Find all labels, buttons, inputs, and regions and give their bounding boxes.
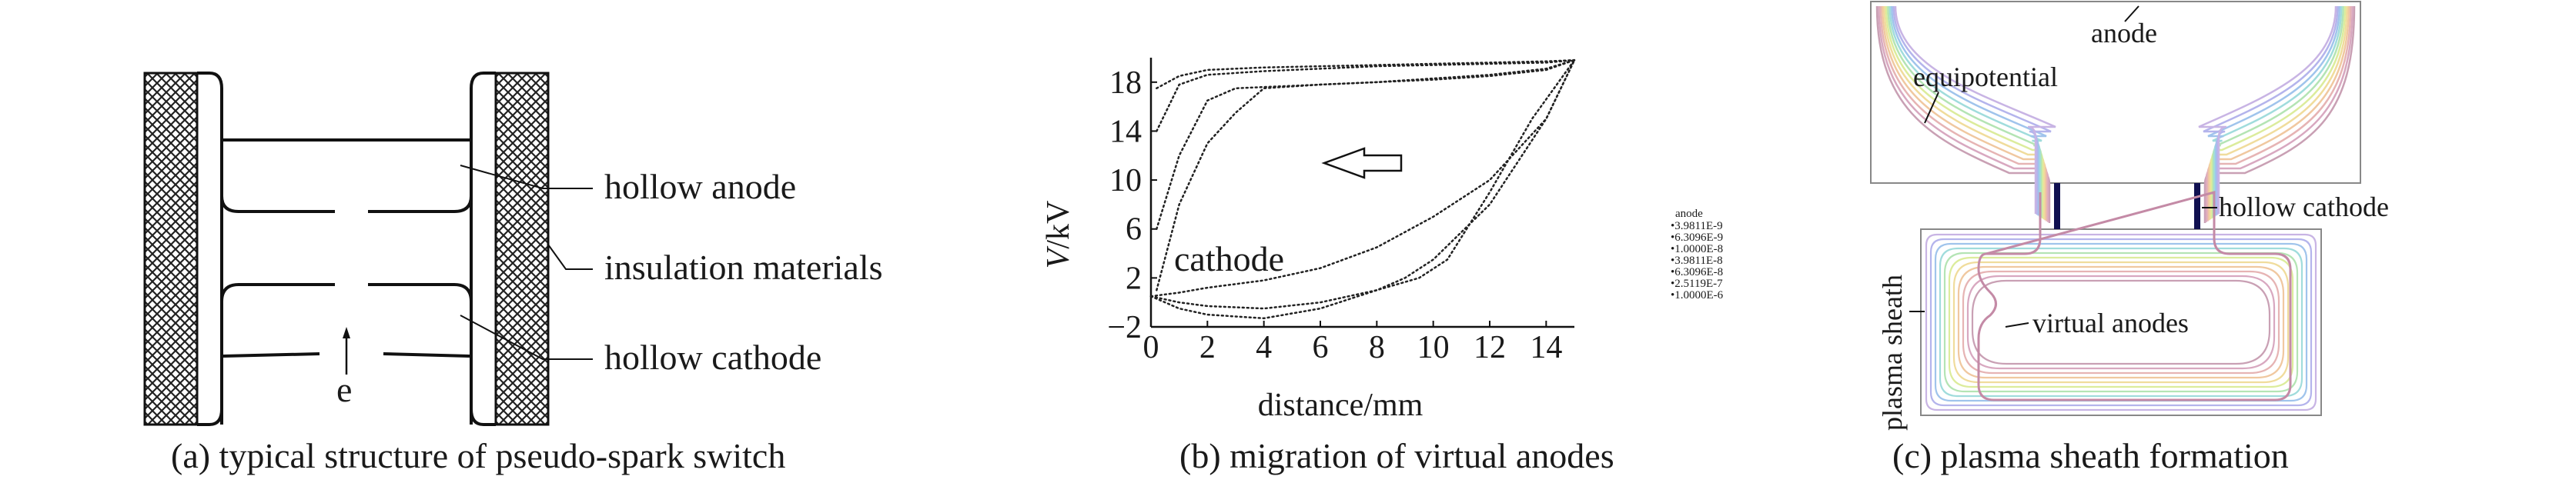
x-tick-label: 12 (1474, 330, 1506, 365)
x-axis-label: distance/mm (1258, 388, 1423, 423)
y-axis-label: V/kV (1041, 201, 1076, 269)
y-tick-label: 14 (1109, 114, 1142, 149)
hollow-anode (220, 138, 473, 213)
legend-entry: •6.3096E-9 (1671, 232, 1723, 244)
y-tick-label: 18 (1109, 65, 1142, 101)
series-line-7 (1149, 58, 1576, 310)
leader-insulation (547, 244, 593, 270)
cathode-region (1920, 228, 2322, 416)
caption-c: (c) plasma sheath formation (1892, 436, 2289, 475)
legend-title: anode (1675, 208, 1703, 220)
series-line-5 (1149, 58, 1576, 298)
label-anode: anode (2091, 18, 2157, 48)
electrode-wall-right (470, 72, 496, 426)
equipotential-contours (1875, 5, 2356, 411)
insulation-left (143, 72, 199, 426)
label-virtual-anodes: virtual anodes (2032, 308, 2189, 338)
legend-entry: •1.0000E-8 (1671, 243, 1723, 255)
leader-equipotential (1924, 92, 1939, 124)
legend-entry: •3.9811E-9 (1671, 220, 1723, 232)
electrode-wall-left (197, 72, 223, 426)
leader-anode (2124, 5, 2139, 22)
y-tick-label: −2 (1107, 310, 1142, 345)
label-hollow-anode: hollow anode (604, 167, 796, 206)
sheath-contour-2 (1929, 238, 2313, 407)
sheath-contour-7 (1952, 261, 2290, 384)
panel-c: anode equipotential hollow cathode virtu… (1825, 0, 2576, 483)
panel-b: V/kV distance/mm 0 2 4 6 8 10 12 14 −2 2 6 10 14 18 c… (1001, 0, 1732, 483)
leader-cathode (460, 315, 593, 360)
sheath-contour-10 (1966, 275, 2276, 370)
x-tick-label: 6 (1313, 330, 1329, 365)
series-line-2 (1156, 58, 1576, 132)
x-tick-label: 14 (1530, 330, 1562, 365)
label-hollow-cathode: hollow cathode (2219, 192, 2389, 222)
cathode-floor-right (383, 352, 470, 358)
chart-series (1149, 58, 1576, 320)
label-equipotential: equipotential (1913, 62, 2058, 92)
plasma-sheath-diagram: anode equipotential hollow cathode virtu… (1870, 1, 2389, 475)
sheath-contour-4 (1939, 247, 2303, 398)
sheath-contour-9 (1962, 270, 2280, 375)
label-hollow-cathode: hollow cathode (604, 338, 821, 377)
sheath-contour-11 (1971, 279, 2271, 365)
legend-entry: •6.3096E-8 (1671, 266, 1723, 278)
caption-b: (b) migration of virtual anodes (1179, 436, 1614, 475)
x-tick-label: 4 (1256, 330, 1272, 365)
cathode-pillar-left (2054, 183, 2060, 229)
x-tick-label: 2 (1199, 330, 1216, 365)
panel-a: e hollow anode insulation materials holl… (0, 0, 947, 483)
caption-a: (a) typical structure of pseudo-spark sw… (171, 436, 785, 475)
direction-arrow (1321, 147, 1403, 179)
leader-virtual-anodes (2005, 322, 2029, 328)
virtual-anode-contour (1977, 191, 2292, 401)
series-line-6 (1149, 58, 1576, 320)
y-tick-label: 10 (1109, 163, 1142, 198)
x-tick-label: 8 (1369, 330, 1385, 365)
legend-entry: •2.5119E-7 (1671, 278, 1723, 290)
sheath-contour-5 (1943, 251, 2299, 393)
label-plasma-sheath: plasma sheath (1877, 275, 1908, 431)
switch-structure-diagram: e hollow anode insulation materials holl… (143, 72, 883, 475)
hollow-cathode (220, 283, 473, 425)
x-tick-label: 0 (1143, 330, 1159, 365)
sheath-contour-3 (1934, 242, 2308, 402)
electron-arrowhead (343, 327, 350, 338)
series-line-4 (1156, 58, 1576, 291)
leader-anode (460, 165, 593, 189)
electron-label: e (336, 370, 352, 409)
y-tick-label: 2 (1126, 261, 1142, 296)
cathode-label: cathode (1174, 239, 1284, 278)
insulation-right (494, 72, 550, 426)
anode-contour-11 (1894, 5, 2337, 214)
x-tick-label: 10 (1417, 330, 1450, 365)
legend-entry: •3.9811E-8 (1671, 255, 1723, 267)
label-insulation-materials: insulation materials (604, 248, 883, 287)
series-line-1 (1156, 58, 1576, 90)
y-tick-label: 6 (1126, 212, 1142, 248)
sheath-contour-1 (1925, 233, 2317, 411)
cathode-floor-left (222, 352, 320, 358)
sheath-contour-8 (1957, 265, 2285, 379)
legend: anode •3.9811E-9•6.3096E-9•1.0000E-8•3.9… (1671, 208, 1724, 301)
cathode-pillar-right (2194, 183, 2200, 229)
legend-entry: •1.0000E-6 (1671, 289, 1724, 301)
series-line-3 (1156, 58, 1576, 230)
